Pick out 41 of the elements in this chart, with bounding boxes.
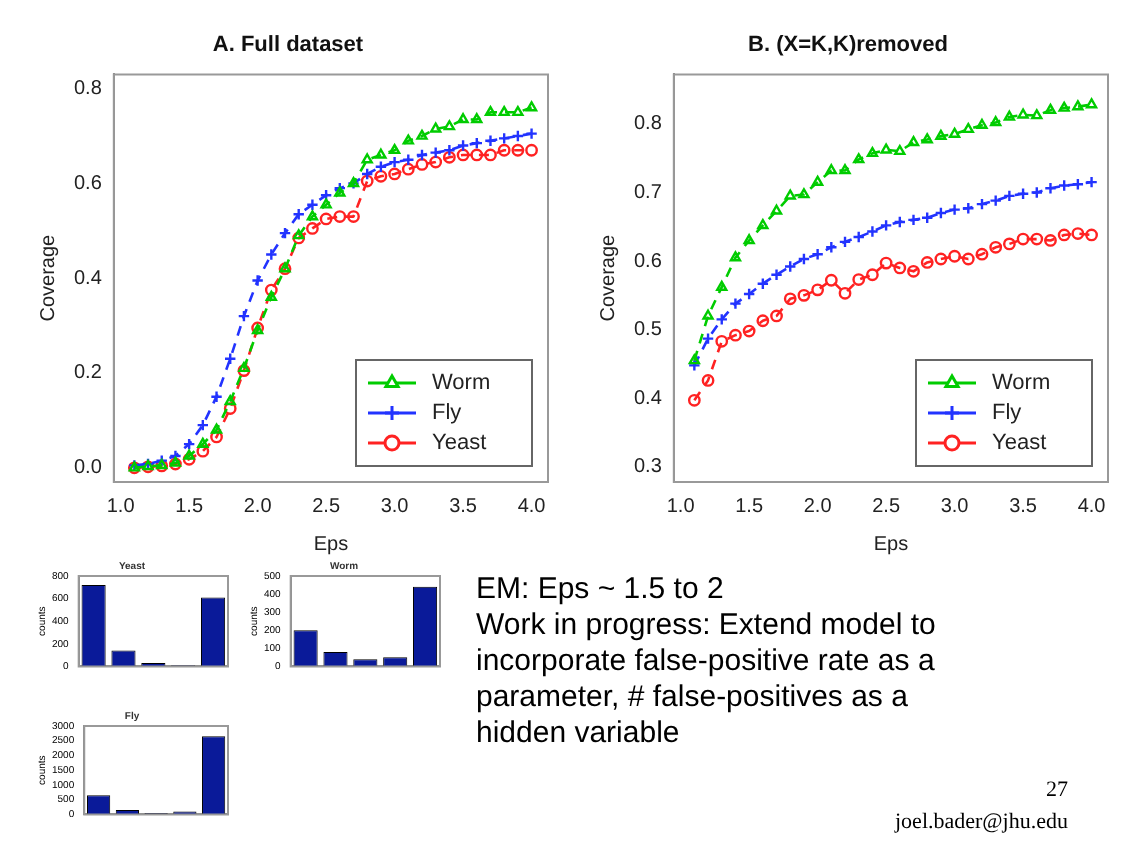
x-tick-label: 4.0: [1077, 495, 1107, 518]
y-tick-label: 0.3: [633, 456, 663, 479]
x-tick-label: 2.0: [803, 495, 833, 518]
legend-label: Fly: [992, 401, 1023, 426]
x-axis-title: Eps: [873, 533, 909, 556]
text: EM: Eps ~ 1.5 to 2: [476, 572, 726, 608]
legend-label: Worm: [432, 371, 491, 396]
x-tick-label: 1.5: [175, 495, 204, 518]
y-tick-label: 0.8: [633, 113, 663, 136]
y-axis-title: Coverage: [597, 233, 620, 322]
x-axis-title: Eps: [313, 533, 349, 556]
x-tick-label: 2.5: [312, 495, 341, 518]
x-tick-label: 3.5: [449, 495, 478, 518]
x-tick-label: 2.0: [243, 495, 273, 518]
y-tick-label: 0.5: [633, 319, 663, 342]
legend-label: Yeast: [432, 431, 487, 456]
y-tick-label: 0.4: [73, 267, 103, 290]
text: Work in progress: Extend model to incorporate false-positive rate as a parameter, # false-positives as a hidden variable: [476, 608, 938, 752]
x-tick-label: 3.0: [380, 495, 410, 518]
y-tick-label: 0.6: [633, 250, 663, 273]
x-tick-label: 4.0: [517, 495, 547, 518]
y-tick-label: 0.4: [633, 387, 663, 410]
y-tick-label: 0.6: [73, 172, 103, 195]
text: joel.bader@jhu.edu: [895, 808, 1068, 836]
x-tick-label: 1.0: [106, 495, 136, 518]
legend-label: Worm: [992, 371, 1051, 396]
y-tick-label: 0.0: [73, 457, 103, 480]
chart-title: A. Full dataset: [212, 33, 364, 58]
legend-label: Fly: [432, 401, 463, 426]
y-tick-label: 0.7: [633, 181, 663, 204]
legend-label: Yeast: [992, 431, 1047, 456]
chart-title: B. (X=K,K)removed: [748, 33, 948, 58]
y-tick-label: 0.8: [73, 78, 103, 101]
x-tick-label: 2.5: [872, 495, 901, 518]
x-tick-label: 3.5: [1009, 495, 1038, 518]
y-axis-title: Coverage: [37, 233, 60, 322]
y-tick-label: 0.2: [73, 362, 103, 385]
x-tick-label: 1.5: [735, 495, 764, 518]
x-tick-label: 3.0: [940, 495, 970, 518]
text: 27: [1044, 776, 1068, 804]
x-tick-label: 1.0: [666, 495, 696, 518]
